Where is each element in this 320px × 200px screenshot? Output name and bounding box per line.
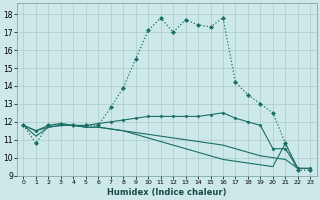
X-axis label: Humidex (Indice chaleur): Humidex (Indice chaleur)	[107, 188, 227, 197]
